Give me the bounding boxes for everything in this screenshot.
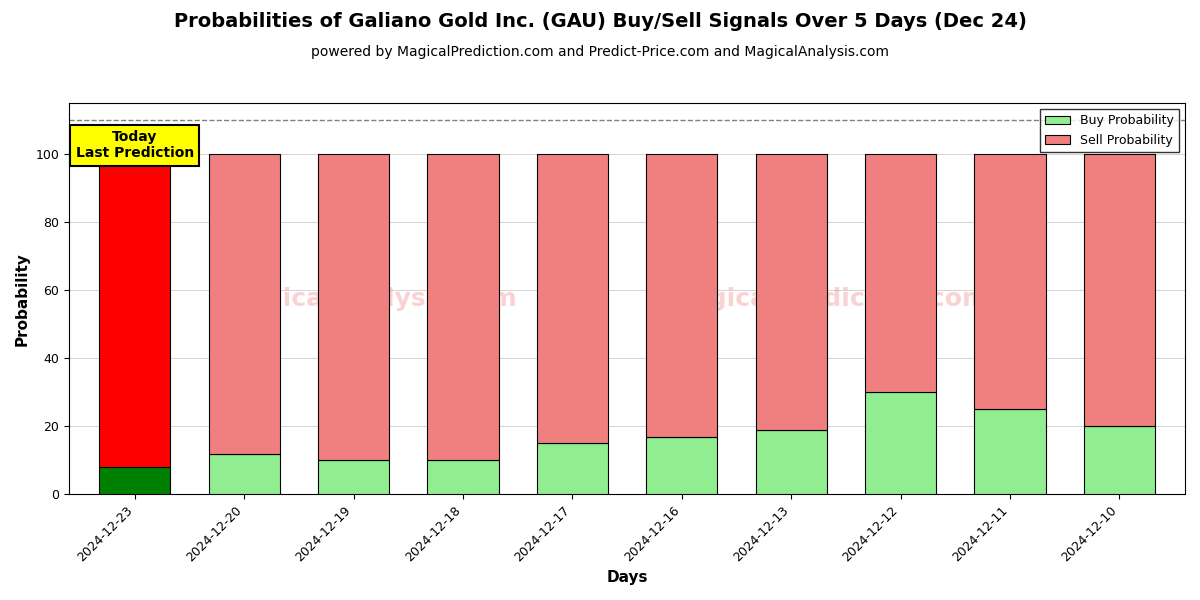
Bar xyxy=(318,154,389,460)
Text: powered by MagicalPrediction.com and Predict-Price.com and MagicalAnalysis.com: powered by MagicalPrediction.com and Pre… xyxy=(311,45,889,59)
Bar xyxy=(427,154,498,460)
Bar xyxy=(1084,427,1154,494)
Bar xyxy=(100,154,170,467)
Bar xyxy=(536,443,608,494)
Bar xyxy=(318,460,389,494)
Y-axis label: Probability: Probability xyxy=(16,252,30,346)
Bar xyxy=(756,154,827,430)
Text: Today
Last Prediction: Today Last Prediction xyxy=(76,130,194,160)
Bar xyxy=(209,454,280,494)
Bar xyxy=(647,437,718,494)
Text: Probabilities of Galiano Gold Inc. (GAU) Buy/Sell Signals Over 5 Days (Dec 24): Probabilities of Galiano Gold Inc. (GAU)… xyxy=(174,12,1026,31)
Bar xyxy=(865,154,936,392)
X-axis label: Days: Days xyxy=(606,570,648,585)
Bar xyxy=(974,154,1045,409)
Legend: Buy Probability, Sell Probability: Buy Probability, Sell Probability xyxy=(1040,109,1178,152)
Bar xyxy=(647,154,718,437)
Bar xyxy=(974,409,1045,494)
Bar xyxy=(1084,154,1154,427)
Text: MagicalPrediction.com: MagicalPrediction.com xyxy=(667,287,989,311)
Bar xyxy=(536,154,608,443)
Bar xyxy=(209,154,280,454)
Text: MagicalAnalysis.com: MagicalAnalysis.com xyxy=(223,287,517,311)
Bar xyxy=(756,430,827,494)
Bar xyxy=(427,460,498,494)
Bar xyxy=(865,392,936,494)
Bar xyxy=(100,467,170,494)
